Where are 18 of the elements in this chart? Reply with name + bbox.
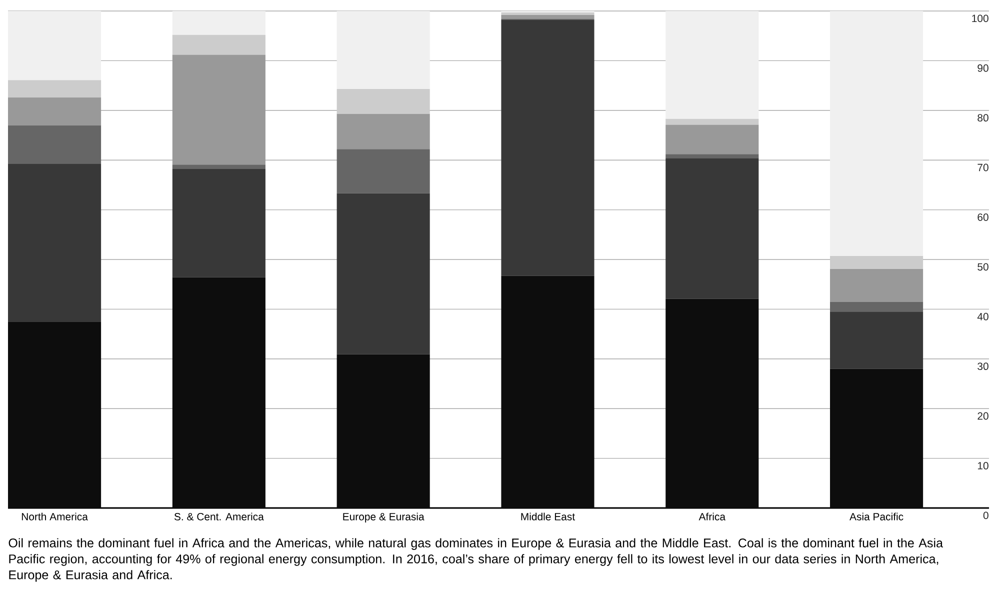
y-tick-label: 20 — [978, 412, 988, 420]
y-tick-label: 80 — [978, 114, 988, 122]
x-tick-label: Africa — [698, 512, 726, 520]
y-tick-label: 30 — [978, 362, 988, 370]
y-tick-label: 70 — [978, 164, 988, 172]
y-tick-label: 40 — [977, 312, 988, 320]
y-tick-label: 90 — [978, 64, 988, 72]
y-tick-label: 10 — [978, 462, 988, 470]
x-tick-label: Europe & Eurasia — [343, 512, 424, 522]
x-tick-label: Asia Pacific — [850, 512, 904, 520]
text: Oil remains the dominant fuel in Africa and the Americas, while natural gas dominates in Europe & Eurasia and the Middle East. Coal is the dominant fuel in the Asia Pacific region, accounting for 49% of regional energy consumption. In 2016, coal’s share of primary energy fell to its lowest level in our data series in North America, Europe & Eurasia and Africa. — [8, 538, 944, 582]
y-tick-label: 100 — [972, 14, 988, 22]
y-tick-label: 50 — [978, 263, 988, 271]
x-tick-label: North America — [22, 512, 88, 520]
y-tick-label: 0 — [983, 512, 988, 520]
x-tick-label: S. & Cent. America — [174, 512, 264, 520]
x-tick-label: Middle East — [521, 512, 575, 520]
y-tick-label: 60 — [978, 214, 988, 221]
